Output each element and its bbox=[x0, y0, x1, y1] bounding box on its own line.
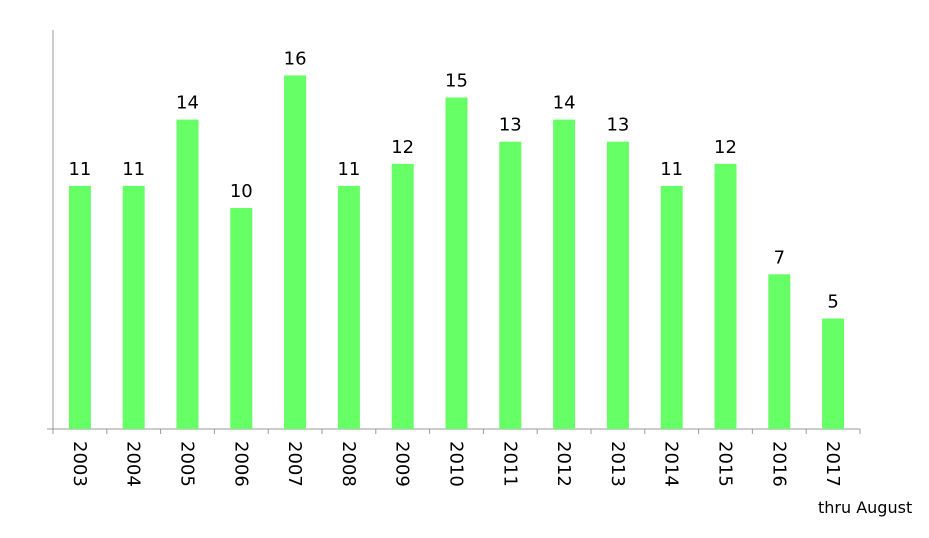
data-label-2013: 13 bbox=[606, 115, 629, 136]
x-tick-label-2005: 2005 bbox=[177, 441, 198, 487]
x-tick-label-2009: 2009 bbox=[392, 441, 413, 487]
bar-2016 bbox=[768, 274, 791, 429]
x-tick-label-2016: 2016 bbox=[768, 441, 789, 487]
x-tick-label-2007: 2007 bbox=[284, 441, 305, 487]
data-label-2009: 12 bbox=[391, 137, 414, 158]
x-tick-label-2011: 2011 bbox=[499, 441, 520, 487]
x-tick-label-2014: 2014 bbox=[661, 441, 682, 487]
data-label-2008: 11 bbox=[337, 159, 360, 180]
data-label-2006: 10 bbox=[230, 181, 253, 202]
bar-2009 bbox=[391, 163, 414, 430]
x-tick-label-2013: 2013 bbox=[607, 441, 628, 487]
bar-2015 bbox=[714, 163, 737, 430]
data-labels-group: 11 11 14 10 16 11 12 15 13 14 13 11 12 7 5 bbox=[68, 48, 838, 312]
bar-2006 bbox=[230, 208, 253, 429]
bar-2003 bbox=[68, 185, 91, 429]
bar-2004 bbox=[122, 185, 145, 429]
bars-group bbox=[68, 75, 845, 430]
data-label-2011: 13 bbox=[499, 115, 522, 136]
x-tick-label-2006: 2006 bbox=[230, 441, 251, 487]
bar-2012 bbox=[553, 119, 576, 429]
data-label-2014: 11 bbox=[660, 159, 683, 180]
data-label-2007: 16 bbox=[284, 48, 307, 69]
tick-labels-group: 2003 2004 2005 2006 2007 2008 2009 2010 2011 2012… bbox=[69, 441, 843, 487]
x-tick-label-2017: 2017 bbox=[822, 441, 843, 487]
bar-2008 bbox=[337, 185, 360, 429]
bar-2013 bbox=[606, 141, 629, 429]
x-tick-label-2008: 2008 bbox=[338, 441, 359, 487]
x-tick-label-2003: 2003 bbox=[69, 441, 90, 487]
data-label-2017: 5 bbox=[827, 292, 838, 313]
data-label-2003: 11 bbox=[68, 159, 91, 180]
x-tick-label-2015: 2015 bbox=[715, 441, 736, 487]
data-label-2016: 7 bbox=[774, 247, 785, 268]
x-tick-label-2010: 2010 bbox=[446, 441, 467, 487]
bar-2011 bbox=[499, 141, 522, 429]
data-label-2010: 15 bbox=[445, 71, 468, 92]
bar-2007 bbox=[284, 75, 307, 430]
data-label-2015: 12 bbox=[714, 137, 737, 158]
data-label-2005: 14 bbox=[176, 93, 199, 114]
annotation-thru-august: thru August bbox=[818, 498, 912, 517]
bar-2010 bbox=[445, 97, 468, 429]
data-label-2004: 11 bbox=[122, 159, 145, 180]
x-tick-label-2004: 2004 bbox=[123, 441, 144, 487]
bar-2005 bbox=[176, 119, 199, 429]
data-label-2012: 14 bbox=[553, 93, 576, 114]
x-axis-ticks bbox=[52, 429, 861, 434]
bar-2014 bbox=[660, 185, 683, 429]
bar-2017 bbox=[822, 318, 845, 429]
x-tick-label-2012: 2012 bbox=[553, 441, 574, 487]
